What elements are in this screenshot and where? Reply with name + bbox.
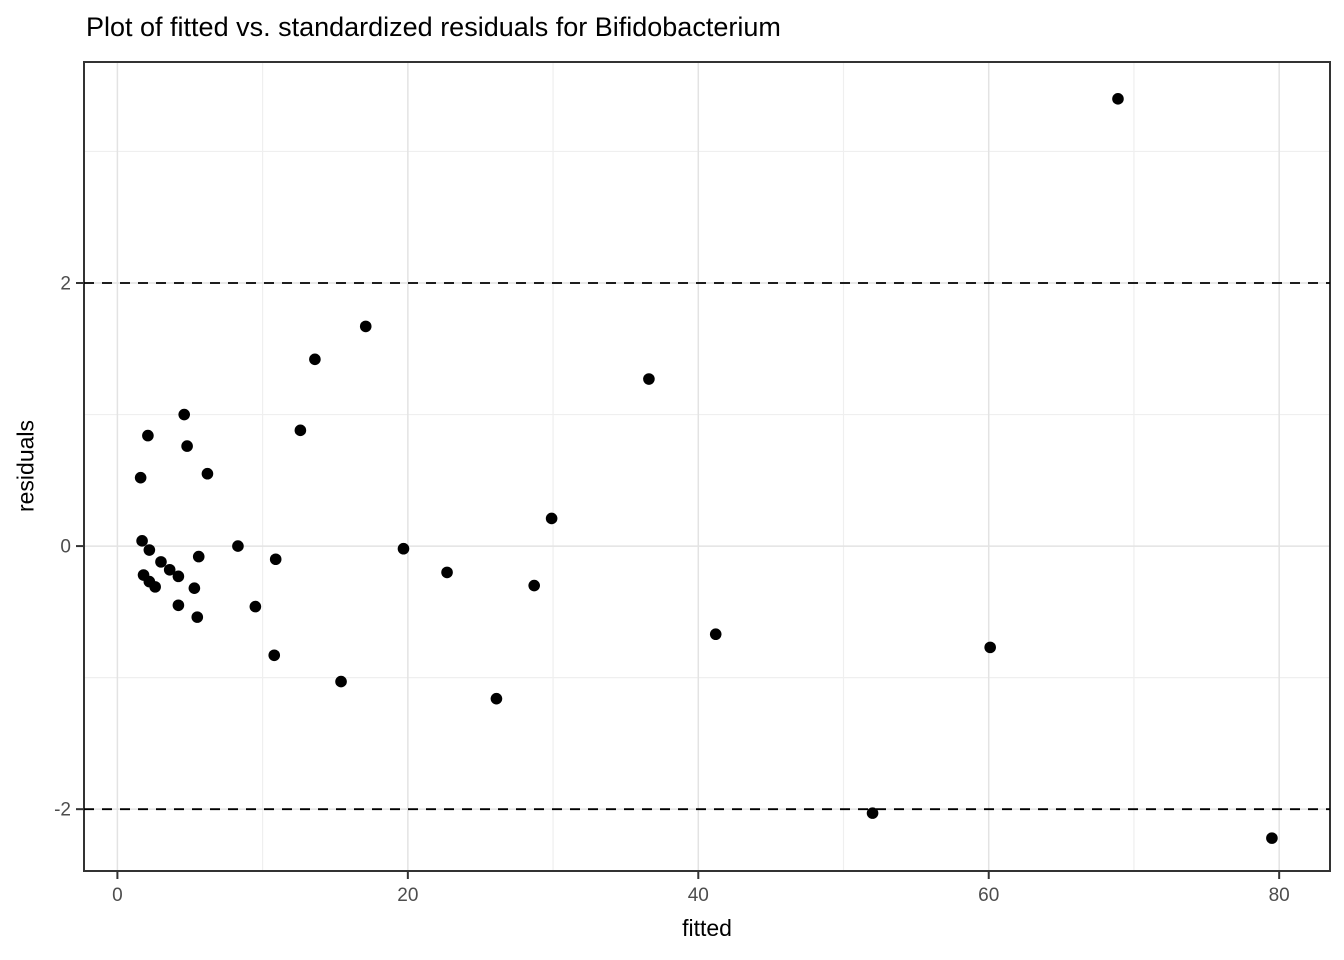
x-axis-title: fitted	[682, 915, 732, 941]
data-point	[149, 581, 161, 593]
data-point	[155, 556, 167, 568]
data-point	[192, 550, 205, 563]
data-point	[984, 641, 996, 654]
data-point	[178, 408, 191, 421]
data-point	[294, 424, 307, 437]
x-tick-label: 60	[978, 885, 999, 906]
data-point	[143, 544, 156, 556]
data-point	[172, 570, 185, 583]
data-point	[1112, 93, 1124, 105]
plot-title: Plot of fitted vs. standardized residual…	[86, 12, 781, 42]
data-point	[528, 579, 540, 592]
data-point	[232, 540, 244, 552]
x-tick-label: 0	[112, 885, 123, 906]
data-point	[269, 553, 282, 566]
x-tick-label: 80	[1269, 885, 1290, 906]
data-point	[335, 675, 347, 688]
y-axis-title: residuals	[12, 419, 39, 513]
data-point	[441, 566, 453, 579]
y-tick-label: 2	[60, 273, 71, 294]
x-tick-label: 20	[397, 885, 418, 906]
data-point	[142, 429, 154, 442]
data-point	[643, 373, 655, 385]
y-tick-label: -2	[54, 800, 71, 821]
data-point	[545, 512, 558, 525]
data-point	[359, 320, 372, 333]
data-point	[866, 807, 879, 819]
panel-border	[83, 61, 1331, 872]
data-point	[268, 649, 281, 662]
x-tick-label: 40	[688, 885, 709, 906]
data-point	[136, 535, 148, 547]
data-point	[201, 467, 214, 480]
data-point	[191, 611, 204, 623]
data-point	[172, 599, 185, 612]
data-point	[163, 563, 176, 576]
data-point	[1266, 832, 1278, 844]
data-point	[188, 582, 201, 594]
data-point	[397, 542, 410, 555]
data-point	[309, 353, 321, 366]
data-point	[181, 440, 193, 452]
data-point	[490, 692, 503, 705]
data-point	[134, 471, 147, 484]
data-point	[249, 600, 262, 613]
y-tick-label: 0	[60, 537, 71, 558]
data-point	[709, 628, 722, 641]
